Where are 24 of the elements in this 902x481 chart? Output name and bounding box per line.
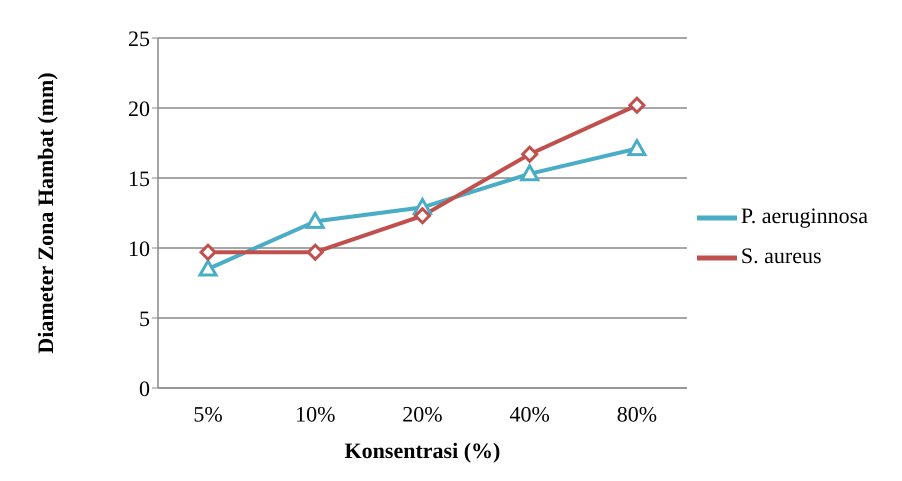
y-tick-label: 15 <box>128 166 150 191</box>
point <box>521 146 538 163</box>
point <box>414 207 431 224</box>
point <box>627 139 646 156</box>
x-tick-label: 20% <box>402 402 443 427</box>
x-tick-label: 40% <box>510 402 550 427</box>
x-tick-label: 5% <box>193 402 223 427</box>
x-tick-label: 80% <box>616 402 658 427</box>
x-axis-title: Konsentrasi (%) <box>344 438 500 463</box>
point <box>306 212 325 229</box>
point <box>198 260 218 276</box>
y-tick-label: 0 <box>139 376 150 401</box>
legend-label: P. aeruginnosa <box>740 203 868 228</box>
legend-label: S. aureus <box>740 243 822 268</box>
y-tick-label: 5 <box>139 306 150 331</box>
y-tick-label: 10 <box>128 236 150 261</box>
y-tick-label: 20 <box>128 96 150 121</box>
y-tick-label: 25 <box>128 26 150 51</box>
y-axis-title: Diameter Zona Hambat (mm) <box>33 72 58 354</box>
point <box>200 244 216 261</box>
point <box>520 164 540 182</box>
point <box>628 96 646 114</box>
x-tick-label: 10% <box>295 402 336 427</box>
point <box>306 244 324 261</box>
